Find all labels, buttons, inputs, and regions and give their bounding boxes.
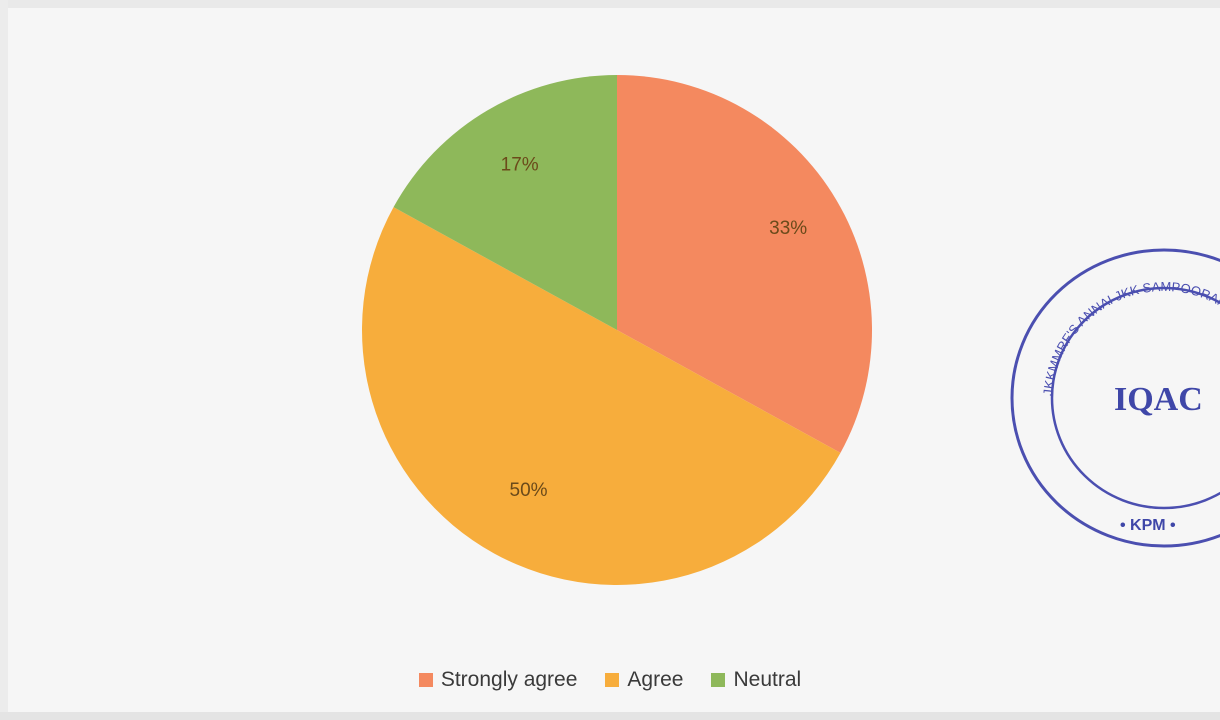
legend-swatch xyxy=(418,673,433,687)
pie-slice-agree xyxy=(362,207,841,586)
frame-top-edge xyxy=(0,0,1220,8)
iqac-seal-stamp: JKKMMRF'S ANNAI JKK SAMPOORANI AMMAL COL… xyxy=(1000,238,1220,548)
chart-legend: Strongly agree Agree Neutral xyxy=(0,662,1220,698)
seal-inner-ring xyxy=(1050,286,1220,510)
legend-label: Neutral xyxy=(733,668,802,691)
legend-item-strongly-agree: Strongly agree xyxy=(418,668,578,692)
seal-bottom-text: • KPM • xyxy=(1120,517,1176,534)
legend-label: Agree xyxy=(627,668,684,691)
pie-slices xyxy=(362,75,872,586)
pie-slice-strongly-agree xyxy=(617,75,872,453)
legend-item-neutral: Neutral xyxy=(711,668,801,692)
pie-data-labels: 33% 50% 17% xyxy=(501,154,808,501)
seal-ring-text: JKKMMRF'S ANNAI JKK SAMPOORANI AMMAL COL… xyxy=(1000,238,1220,400)
pie-data-label: 50% xyxy=(510,480,548,501)
legend-label: Strongly agree xyxy=(440,668,578,691)
seal-center-text: IQAC xyxy=(1114,381,1203,418)
legend-item-agree: Agree xyxy=(605,668,683,692)
pie-data-label: 33% xyxy=(769,218,807,239)
frame-bottom-edge xyxy=(0,712,1220,720)
legend-swatch xyxy=(605,673,620,687)
seal-outer-ring xyxy=(1010,248,1220,548)
pie-data-label: 17% xyxy=(501,154,539,175)
legend-swatch xyxy=(711,673,726,687)
pie-slice-neutral xyxy=(393,75,617,330)
frame-left-edge xyxy=(0,0,8,720)
